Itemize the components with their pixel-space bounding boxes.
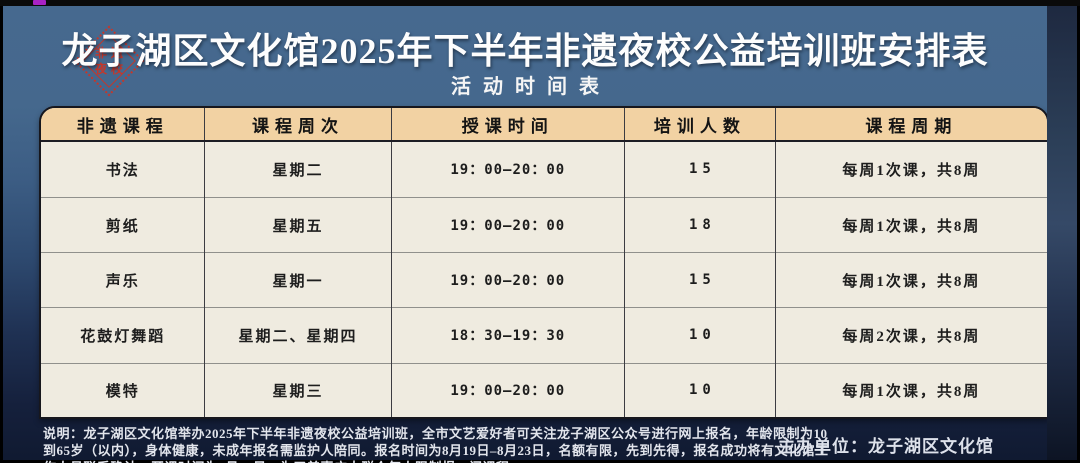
table-row: 书法 星期二 19：00—20：00 15 每周1次课，共8周 [41, 141, 1047, 198]
schedule-table-container: 非遗课程 课程周次 授课时间 培训人数 课程周期 书法 星期二 19：00—20… [39, 106, 1049, 419]
cell-capacity: 18 [623, 196, 776, 253]
cell-cycle: 每周1次课，共8周 [774, 141, 1047, 198]
page-subtitle: 活动时间表 [451, 76, 611, 98]
cell-time: 19：00—20：00 [390, 196, 625, 253]
cell-course: 书法 [41, 141, 205, 198]
page-title: 龙子湖区文化馆2025年下半年非遗夜校公益培训班安排表 [61, 31, 989, 71]
top-edge-bar [0, 0, 1080, 6]
cell-time: 18：30—19：30 [390, 307, 625, 364]
poster-background: 非 遗 夜 校 龙子湖区文化馆2025年下半年非遗夜校公益培训班安排表 活动时间… [3, 6, 1049, 463]
cell-weekday: 星期三 [204, 362, 392, 417]
cell-weekday: 星期二、星期四 [204, 307, 392, 364]
header-time: 授课时间 [390, 108, 625, 142]
cell-capacity: 10 [623, 362, 776, 417]
seal-char: 非 [94, 46, 107, 60]
cell-course: 模特 [41, 362, 205, 417]
cell-capacity: 15 [623, 252, 776, 308]
table-header-row: 非遗课程 课程周次 授课时间 培训人数 课程周期 [41, 108, 1047, 142]
cell-course: 声乐 [41, 252, 205, 308]
screen-artifact [33, 0, 46, 5]
right-shadow-band [1047, 6, 1077, 460]
seal-char: 夜 [94, 62, 107, 76]
seal-char: 遗 [110, 46, 123, 60]
header-cycle: 课程周期 [774, 108, 1047, 142]
cell-capacity: 15 [623, 141, 776, 198]
cell-cycle: 每周1次课，共8周 [774, 196, 1047, 253]
title-block: 龙子湖区文化馆2025年下半年非遗夜校公益培训班安排表 活动时间表 [3, 12, 1047, 100]
organizer-label: 主办单位：龙子湖区文化馆 [778, 437, 994, 456]
cell-time: 19：00—20：00 [390, 141, 625, 198]
cell-course: 剪纸 [41, 196, 205, 253]
seal-char: 校 [110, 62, 123, 76]
table-row: 花鼓灯舞蹈 星期二、星期四 18：30—19：30 10 每周2次课，共8周 [41, 307, 1047, 364]
registration-note: 说明：龙子湖区文化馆举办2025年下半年非遗夜校公益培训班，全市文艺爱好者可关注… [43, 426, 829, 463]
table-row: 剪纸 星期五 19：00—20：00 18 每周1次课，共8周 [41, 196, 1047, 253]
cell-weekday: 星期二 [204, 141, 392, 198]
cell-capacity: 10 [623, 307, 776, 364]
header-weekday: 课程周次 [204, 108, 392, 142]
header-course: 非遗课程 [41, 108, 205, 142]
cell-weekday: 星期五 [204, 196, 392, 253]
seal-text: 非 遗 夜 校 [93, 45, 125, 77]
heritage-seal-icon: 非 遗 夜 校 [73, 25, 145, 97]
cell-cycle: 每周2次课，共8周 [774, 307, 1047, 364]
cell-cycle: 每周1次课，共8周 [774, 362, 1047, 417]
schedule-table: 非遗课程 课程周次 授课时间 培训人数 课程周期 书法 星期二 19：00—20… [41, 108, 1047, 417]
table-row: 模特 星期三 19：00—20：00 10 每周1次课，共8周 [41, 362, 1047, 417]
cell-time: 19：00—20：00 [390, 252, 625, 308]
cell-time: 19：00—20：00 [390, 362, 625, 417]
cell-weekday: 星期一 [204, 252, 392, 308]
cell-cycle: 每周1次课，共8周 [774, 252, 1047, 308]
cell-course: 花鼓灯舞蹈 [41, 307, 205, 364]
table-row: 声乐 星期一 19：00—20：00 15 每周1次课，共8周 [41, 252, 1047, 308]
header-capacity: 培训人数 [623, 108, 776, 142]
